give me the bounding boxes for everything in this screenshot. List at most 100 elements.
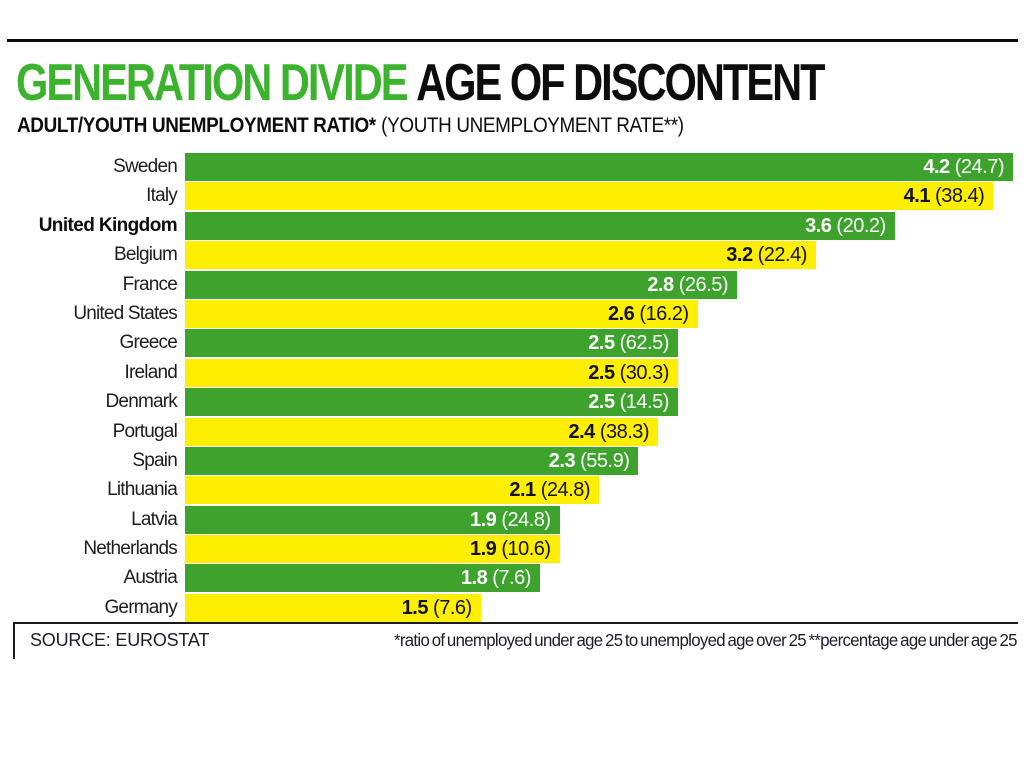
rate-value: (16.2) <box>634 302 689 325</box>
footer-rule-vertical <box>13 622 15 659</box>
subtitle-rate-label: (YOUTH UNEMPLOYMENT RATE**) <box>381 114 684 137</box>
footnote-text: *ratio of unemployed under age 25 to une… <box>394 630 1018 650</box>
rate-value: (14.5) <box>614 391 670 414</box>
ratio-value: 1.5 <box>401 596 429 619</box>
ratio-bar: 2.3 (55.9) <box>185 446 639 475</box>
bar-value-label: 2.5 (62.5) <box>588 333 669 353</box>
chart-row: Sweden 4.2 (24.7) <box>0 153 1024 181</box>
bar-value-label: 2.1 (24.8) <box>509 480 590 500</box>
rate-value: (20.2) <box>831 214 886 237</box>
footer-rule-horizontal <box>13 622 1018 624</box>
chart-row: Lithuania 2.1 (24.8) <box>0 476 1024 505</box>
bar-value-label: 1.8 (7.6) <box>461 568 531 588</box>
country-label: Latvia <box>131 508 178 530</box>
country-label: Ireland <box>124 361 178 383</box>
top-divider-rule <box>7 39 1018 42</box>
ratio-value: 3.2 <box>726 244 753 267</box>
country-label: United Kingdom <box>38 214 178 236</box>
chart-row: Spain 2.3 (55.9) <box>0 446 1024 475</box>
bar-value-label: 2.5 (30.3) <box>588 363 669 383</box>
bar-value-label: 2.6 (16.2) <box>608 304 689 324</box>
rate-value: (24.7) <box>949 156 1005 178</box>
country-label: Austria <box>123 567 177 589</box>
bar-value-label: 1.9 (24.8) <box>470 510 551 530</box>
bar-value-label: 2.4 (38.3) <box>568 422 649 442</box>
ratio-value: 3.6 <box>805 214 832 237</box>
rate-value: (26.5) <box>673 273 729 296</box>
rate-value: (38.3) <box>594 420 650 443</box>
chart-subtitle: ADULT/YOUTH UNEMPLOYMENT RATIO* (YOUTH UN… <box>17 115 684 136</box>
ratio-value: 4.2 <box>923 156 950 178</box>
ratio-value: 2.4 <box>568 420 595 443</box>
ratio-value: 2.5 <box>588 361 615 384</box>
chart-row: Portugal 2.4 (38.3) <box>0 417 1024 446</box>
country-label: Germany <box>104 596 177 618</box>
chart-row: Greece 2.5 (62.5) <box>0 329 1024 358</box>
chart-row: France 2.8 (26.5) <box>0 270 1024 299</box>
title-primary: GENERATION DIVIDE <box>16 54 409 112</box>
country-label: Netherlands <box>83 538 177 560</box>
bar-value-label: 2.5 (14.5) <box>588 392 669 412</box>
ratio-value: 2.1 <box>509 479 536 502</box>
rate-value: (7.6) <box>428 596 472 619</box>
country-label: Lithuania <box>107 479 178 501</box>
rate-value: (55.9) <box>575 449 630 472</box>
ratio-value: 2.8 <box>647 273 674 296</box>
chart-row: Latvia 1.9 (24.8) <box>0 505 1024 534</box>
chart-row: Italy 4.1 (38.4) <box>0 182 1024 211</box>
ratio-value: 1.9 <box>469 508 497 531</box>
source-credit: SOURCE: EUROSTAT <box>30 630 210 650</box>
ratio-bar: 1.9 (24.8) <box>185 505 560 534</box>
country-label: Greece <box>119 332 177 354</box>
ratio-bar: 2.5 (14.5) <box>185 388 678 417</box>
ratio-value: 1.9 <box>469 538 497 561</box>
ratio-bar: 2.5 (62.5) <box>185 329 678 358</box>
country-label: Spain <box>132 449 177 471</box>
country-label: France <box>122 273 178 295</box>
ratio-bar: 1.9 (10.6) <box>185 535 560 564</box>
chart-row: United Kingdom 3.6 (20.2) <box>0 211 1024 240</box>
ratio-value: 2.5 <box>588 391 615 414</box>
subtitle-ratio-label: ADULT/YOUTH UNEMPLOYMENT RATIO* <box>17 114 376 137</box>
bar-value-label: 3.6 (20.2) <box>805 216 886 236</box>
rate-value: (22.4) <box>752 244 808 267</box>
ratio-bar: 2.4 (38.3) <box>185 417 659 446</box>
country-label: Sweden <box>113 156 178 177</box>
rate-value: (30.3) <box>614 361 670 384</box>
bar-value-label: 2.8 (26.5) <box>647 275 728 295</box>
ratio-value: 2.3 <box>548 449 576 472</box>
country-label: Italy <box>146 185 178 207</box>
rate-value: (24.8) <box>535 479 591 502</box>
bar-value-label: 4.1 (38.4) <box>904 186 985 206</box>
ratio-bar: 3.2 (22.4) <box>185 241 816 270</box>
rate-value: (10.6) <box>496 538 551 561</box>
bar-value-label: 1.5 (7.6) <box>402 598 472 618</box>
chart-row: Netherlands 1.9 (10.6) <box>0 535 1024 564</box>
ratio-bar: 4.2 (24.7) <box>185 153 1013 181</box>
rate-value: (7.6) <box>487 567 531 590</box>
ratio-bar: 2.6 (16.2) <box>185 299 698 328</box>
chart-row: Germany 1.5 (7.6) <box>0 593 1024 622</box>
country-label: Belgium <box>113 244 178 266</box>
ratio-bar: 2.1 (24.8) <box>185 476 599 505</box>
chart-row: Austria 1.8 (7.6) <box>0 564 1024 593</box>
ratio-bar: 2.8 (26.5) <box>185 270 737 299</box>
chart-row: Belgium 3.2 (22.4) <box>0 241 1024 270</box>
country-label: Portugal <box>112 420 178 442</box>
title-secondary: AGE OF DISCONTENT <box>416 54 825 112</box>
ratio-bar: 4.1 (38.4) <box>185 182 994 211</box>
ratio-bar: 2.5 (30.3) <box>185 358 678 387</box>
rate-value: (24.8) <box>496 508 551 531</box>
ratio-bar: 1.5 (7.6) <box>185 593 481 622</box>
ratio-bar: 3.6 (20.2) <box>185 211 895 240</box>
bar-value-label: 4.2 (24.7) <box>923 157 1004 177</box>
chart-row: United States 2.6 (16.2) <box>0 299 1024 328</box>
bar-value-label: 2.3 (55.9) <box>549 451 630 471</box>
ratio-value: 2.5 <box>588 332 615 355</box>
chart-row: Ireland 2.5 (30.3) <box>0 358 1024 387</box>
page-title: GENERATION DIVIDE AGE OF DISCONTENT <box>16 54 826 112</box>
ratio-value: 2.6 <box>607 302 635 325</box>
country-label: Denmark <box>105 391 178 413</box>
ratio-value: 4.1 <box>903 185 931 208</box>
